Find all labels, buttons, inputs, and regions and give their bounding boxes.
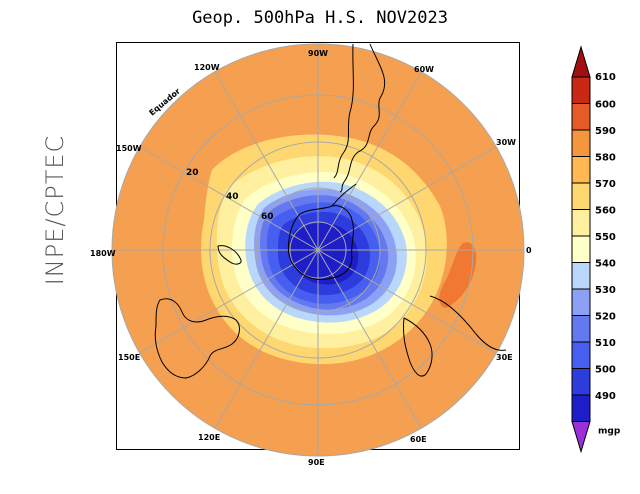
colorbar-swatch bbox=[571, 209, 591, 237]
lon-label-120w: 120W bbox=[194, 63, 220, 72]
new-zealand bbox=[217, 245, 242, 265]
colorbar-tick-label: 510 bbox=[595, 338, 616, 349]
colorbar-unit: mgp bbox=[598, 427, 621, 437]
lon-label-150w: 150W bbox=[116, 144, 142, 153]
lon-label-120e: 120E bbox=[198, 433, 220, 442]
lat-label-20: 20 bbox=[186, 168, 199, 178]
colorbar-tick-label: 500 bbox=[595, 365, 616, 376]
colorbar-tick-label: 600 bbox=[595, 100, 616, 111]
colorbar-swatch bbox=[571, 129, 591, 157]
colorbar-swatch bbox=[571, 368, 591, 396]
south-america-west-coast bbox=[333, 43, 354, 179]
south-america-east-coast bbox=[339, 43, 386, 193]
australia bbox=[154, 298, 240, 379]
lon-label-30w: 30W bbox=[496, 138, 516, 147]
colorbar-tick-label: 540 bbox=[595, 259, 616, 270]
colorbar-swatch bbox=[571, 262, 591, 290]
colorbar-swatch bbox=[571, 394, 591, 422]
colorbar-above-arrow bbox=[571, 45, 591, 78]
colorbar-tick-label: 560 bbox=[595, 206, 616, 217]
lat-label-60: 60 bbox=[261, 212, 274, 222]
colorbar-below-arrow bbox=[571, 421, 591, 454]
colorbar-tick-label: 570 bbox=[595, 179, 616, 190]
madagascar bbox=[403, 317, 433, 377]
lon-label-150e: 150E bbox=[118, 353, 140, 362]
colorbar: 610 600 590 580 570 560 550 540 530 520 510 500 490 m… bbox=[571, 45, 621, 454]
lon-label-90e: 90E bbox=[308, 458, 325, 467]
africa-south-coast bbox=[429, 295, 507, 351]
lon-label-60e: 60E bbox=[410, 435, 427, 444]
colorbar-swatch bbox=[571, 182, 591, 210]
colorbar-swatch bbox=[571, 315, 591, 343]
colorbar-tick-label: 590 bbox=[595, 126, 616, 137]
lon-label-90w: 90W bbox=[308, 49, 328, 58]
field-590-600 bbox=[439, 242, 477, 308]
colorbar-swatch bbox=[571, 103, 591, 131]
colorbar-tick-label: 520 bbox=[595, 312, 616, 323]
colorbar-swatch bbox=[571, 235, 591, 263]
colorbar-swatch bbox=[571, 341, 591, 369]
lat-label-40: 40 bbox=[226, 192, 239, 202]
lon-label-30e: 30E bbox=[496, 353, 513, 362]
colorbar-swatch bbox=[571, 76, 591, 104]
coastlines bbox=[154, 43, 507, 379]
lon-label-180w: 180W bbox=[90, 249, 116, 258]
colorbar-tick-label: 530 bbox=[595, 285, 616, 296]
colorbar-tick-label: 490 bbox=[595, 391, 616, 402]
antarctica-coast bbox=[287, 205, 354, 281]
antarctic-peninsula bbox=[331, 183, 357, 207]
lon-label-60w: 60W bbox=[414, 65, 434, 74]
longitude-lines bbox=[112, 44, 524, 456]
colorbar-tick-label: 580 bbox=[595, 153, 616, 164]
lon-label-0: 0 bbox=[526, 246, 532, 255]
colorbar-tick-label: 610 bbox=[595, 72, 616, 83]
colorbar-swatch bbox=[571, 156, 591, 184]
longitude-labels: 90W 60W 30W 0 30E 60E 90E 120E 150E 180W… bbox=[90, 49, 532, 467]
colorbar-tick-label: 550 bbox=[595, 232, 616, 243]
map-title: Geop. 500hPa H.S. NOV2023 bbox=[192, 8, 448, 28]
colorbar-swatch bbox=[571, 288, 591, 316]
